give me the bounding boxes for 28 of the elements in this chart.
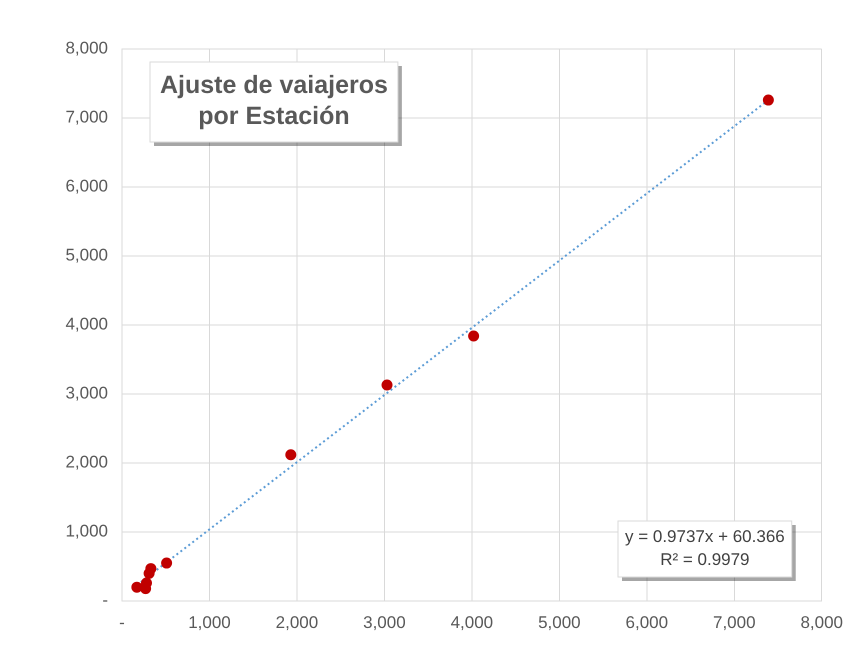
point — [131, 582, 142, 593]
y-tick-label: 6,000 — [65, 176, 108, 196]
text: Ajuste de vaiajeros por Estación — [160, 70, 388, 130]
y-tick-label: 4,000 — [65, 314, 108, 334]
y-tick-label: 8,000 — [65, 38, 108, 58]
y-tick-label: - — [102, 590, 108, 610]
point — [468, 330, 480, 342]
x-tick-label: 1,000 — [188, 612, 231, 632]
point — [145, 563, 156, 574]
point — [382, 380, 393, 391]
x-tick-label: 5,000 — [538, 612, 581, 632]
annotation: y = 0.9737x + 60.366 — [624, 527, 785, 546]
y-tick-label: 7,000 — [65, 108, 108, 127]
y-tick-label: 2,000 — [65, 452, 108, 472]
x-tick-label: 8,000 — [800, 612, 844, 632]
point — [285, 449, 296, 460]
x-tick-label: 7,000 — [712, 612, 756, 632]
x-tick-label: 2,000 — [276, 612, 318, 632]
x-tick-label: 4,000 — [450, 612, 494, 632]
y-tick-label: 5,000 — [65, 246, 108, 265]
y-tick-label: 1,000 — [65, 522, 108, 541]
x-tick-label: - — [119, 612, 125, 632]
y-tick-label: 3,000 — [65, 384, 108, 403]
point — [161, 558, 172, 569]
x-tick-label: 6,000 — [626, 612, 668, 632]
annotation: R² = 0.9979 — [660, 550, 750, 570]
x-tick-label: 3,000 — [363, 612, 406, 632]
point — [762, 94, 774, 106]
